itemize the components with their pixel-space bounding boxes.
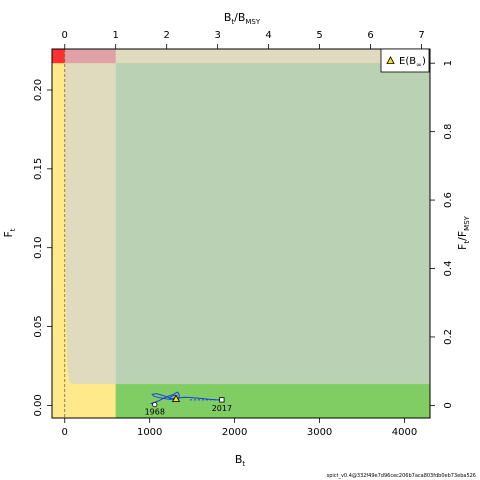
footer-version: spict_v0.4@332f49e7d96cec206b7aca803fdb0… xyxy=(327,473,476,479)
top-x-axis: 0 1 2 3 4 5 6 7 xyxy=(62,30,425,49)
region-pink xyxy=(64,49,116,64)
top-axis-title: Bt/BMSY xyxy=(224,11,261,26)
region-red xyxy=(52,49,65,64)
region-yellow-curve xyxy=(64,176,116,418)
legend-label: E(B∞) xyxy=(399,56,426,69)
top-tick-label-0: 0 xyxy=(62,30,68,41)
biomass-fishing-trajectory: 1968 2017 xyxy=(145,391,232,417)
region-yellow-low-biomass xyxy=(52,49,65,418)
y-tick-label-1: 0.05 xyxy=(33,315,44,337)
legend-box xyxy=(380,48,430,73)
right-y-axis: 0 0.2 0.4 0.6 0.8 1 xyxy=(430,60,454,409)
top-tick-label-1: 1 xyxy=(113,30,119,41)
end-point-marker xyxy=(219,397,225,403)
x-tick-label-2: 2000 xyxy=(222,427,247,438)
y-tick-label-4: 0.20 xyxy=(33,79,44,101)
y-axis-title: Ft xyxy=(2,228,17,237)
right-tick-label-1: 0.2 xyxy=(443,329,454,345)
left-y-axis: 0.00 0.05 0.10 0.15 0.20 xyxy=(33,79,52,417)
top-tick-label-4: 4 xyxy=(265,30,271,41)
legend: E(B∞) xyxy=(380,48,430,73)
series-line-0 xyxy=(149,391,222,406)
x-tick-label-1: 1000 xyxy=(137,427,162,438)
y-tick-label-3: 0.15 xyxy=(33,158,44,180)
right-tick-label-3: 0.6 xyxy=(443,192,454,208)
top-tick-label-3: 3 xyxy=(214,30,220,41)
x-tick-label-0: 0 xyxy=(62,427,68,438)
top-tick-label-2: 2 xyxy=(163,30,169,41)
start-year-label: 1968 xyxy=(145,408,165,417)
x-axis-title: Bt xyxy=(235,453,246,468)
top-tick-label-7: 7 xyxy=(418,30,424,41)
plot-frame xyxy=(51,48,431,419)
start-point-marker xyxy=(152,401,158,408)
bottom-x-axis: 0 1000 2000 3000 4000 xyxy=(62,418,417,438)
top-tick-label-6: 6 xyxy=(367,30,373,41)
y-tick-label-2: 0.10 xyxy=(33,237,44,259)
right-axis-title: Ft/FMSY xyxy=(456,215,471,250)
right-tick-label-4: 0.8 xyxy=(443,124,454,140)
x-tick-label-4: 4000 xyxy=(392,427,417,438)
right-tick-label-0: 0 xyxy=(443,402,454,408)
expected-biomass-triangle xyxy=(171,394,181,402)
right-tick-label-2: 0.4 xyxy=(443,261,454,277)
legend-triangle-icon xyxy=(386,56,395,64)
management-regions xyxy=(52,49,431,418)
right-tick-label-5: 1 xyxy=(443,60,454,66)
top-tick-label-5: 5 xyxy=(316,30,322,41)
region-green xyxy=(115,384,431,418)
y-tick-label-0: 0.00 xyxy=(33,394,44,416)
end-year-label: 2017 xyxy=(212,404,232,413)
x-tick-label-3: 3000 xyxy=(307,427,332,438)
region-light-green xyxy=(115,63,431,418)
